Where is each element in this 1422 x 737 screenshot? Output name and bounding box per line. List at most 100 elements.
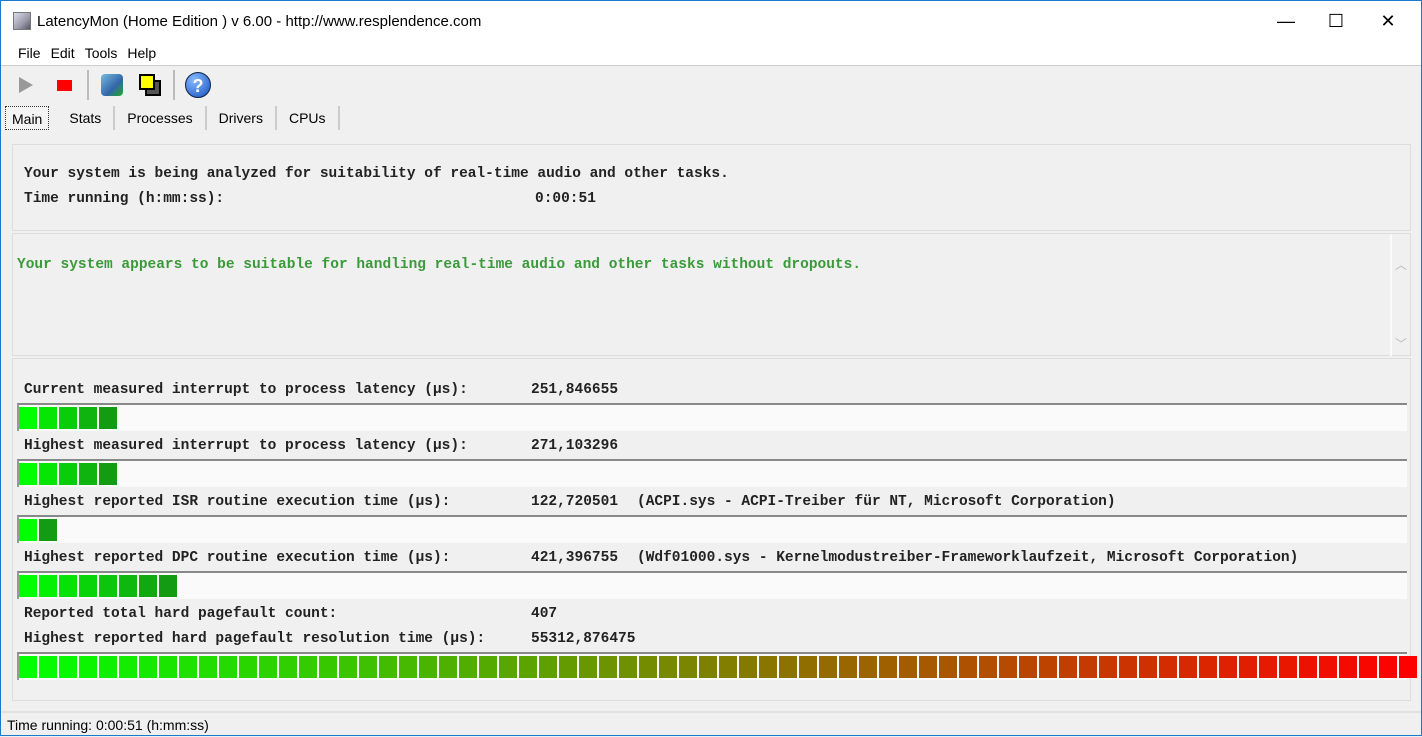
meter-segment	[1239, 656, 1257, 678]
meter-segment	[79, 575, 97, 597]
meter-segment	[1039, 656, 1057, 678]
meter-segment	[39, 463, 57, 485]
close-button[interactable]: ✕	[1380, 10, 1396, 31]
play-button[interactable]	[11, 70, 41, 100]
stop-icon	[56, 79, 72, 91]
help-button[interactable]: ?	[183, 70, 213, 100]
meter-segment	[159, 575, 177, 597]
toolbar-separator	[87, 70, 89, 100]
app-icon	[13, 12, 31, 30]
meter-segment	[1099, 656, 1117, 678]
meter-segment	[1299, 656, 1317, 678]
meter-segment	[779, 656, 797, 678]
meter-segment	[359, 656, 377, 678]
analyze-button[interactable]	[97, 70, 127, 100]
play-icon	[19, 77, 33, 93]
tab-cpus[interactable]: CPUs	[277, 106, 340, 130]
windows-button[interactable]	[135, 70, 165, 100]
meter-segment	[99, 656, 117, 678]
meter-segment	[819, 656, 837, 678]
meter-segment	[1399, 656, 1417, 678]
tab-drivers[interactable]: Drivers	[207, 106, 277, 130]
time-running-label: Time running (h:mm:ss):	[24, 191, 225, 207]
meter-segment	[339, 656, 357, 678]
windows-icon	[137, 72, 163, 98]
meter-segment	[799, 656, 817, 678]
meter-segment	[79, 463, 97, 485]
menu-file[interactable]: File	[18, 45, 41, 61]
conclusion-scrollbar[interactable]: ︿ ﹀	[1390, 234, 1410, 356]
meter-segment	[1019, 656, 1037, 678]
meter-segment	[1179, 656, 1197, 678]
meter-segment	[79, 407, 97, 429]
metric-label: Highest reported ISR routine execution t…	[24, 494, 451, 510]
meter-segment	[19, 575, 37, 597]
meter-segment	[119, 575, 137, 597]
meter-segment	[1359, 656, 1377, 678]
maximize-button[interactable]: ☐	[1327, 10, 1345, 31]
meter-segment	[59, 656, 77, 678]
meter-segment	[579, 656, 597, 678]
dpc-meter	[17, 571, 1407, 599]
meter-segment	[139, 575, 157, 597]
meter-segment	[479, 656, 497, 678]
meter-segment	[1119, 656, 1137, 678]
meter-segment	[899, 656, 917, 678]
minimize-button[interactable]: —	[1277, 10, 1295, 31]
meter-segment	[1339, 656, 1357, 678]
meter-segment	[1079, 656, 1097, 678]
conclusion-panel: Your system appears to be suitable for h…	[12, 233, 1411, 356]
scroll-down-icon[interactable]: ﹀	[1394, 337, 1407, 351]
meter-segment	[319, 656, 337, 678]
meter-segment	[139, 656, 157, 678]
meter-segment	[19, 463, 37, 485]
meter-segment	[759, 656, 777, 678]
meter-segment	[1219, 656, 1237, 678]
menu-bar: File Edit Tools Help	[1, 41, 1421, 66]
meter-segment	[559, 656, 577, 678]
meter-segment	[299, 656, 317, 678]
help-icon: ?	[185, 72, 211, 98]
metric-detail: (Wdf01000.sys - Kernelmodustreiber-Frame…	[637, 550, 1299, 566]
meter-segment	[119, 656, 137, 678]
meter-segment	[599, 656, 617, 678]
conclusion-text: Your system appears to be suitable for h…	[17, 257, 862, 273]
meter-segment	[99, 407, 117, 429]
meter-segment	[239, 656, 257, 678]
meter-segment	[919, 656, 937, 678]
stop-button[interactable]	[49, 70, 79, 100]
meter-segment	[99, 575, 117, 597]
meter-segment	[379, 656, 397, 678]
meter-segment	[279, 656, 297, 678]
menu-tools[interactable]: Tools	[84, 45, 118, 61]
meter-segment	[19, 519, 37, 541]
menu-help[interactable]: Help	[127, 45, 157, 61]
metrics-panel: Current measured interrupt to process la…	[12, 358, 1417, 701]
meter-segment	[979, 656, 997, 678]
meter-segment	[1059, 656, 1077, 678]
tab-main[interactable]: Main	[5, 106, 50, 130]
meter-segment	[59, 575, 77, 597]
tab-processes[interactable]: Processes	[115, 106, 207, 130]
meter-segment	[79, 656, 97, 678]
scroll-up-icon[interactable]: ︿	[1394, 258, 1407, 272]
menu-edit[interactable]: Edit	[50, 45, 75, 61]
meter-segment	[659, 656, 677, 678]
status-bar: Time running: 0:00:51 (h:mm:ss)	[1, 711, 1421, 737]
meter-segment	[459, 656, 477, 678]
meter-segment	[839, 656, 857, 678]
meter-segment	[1259, 656, 1277, 678]
meter-segment	[39, 519, 57, 541]
meter-segment	[719, 656, 737, 678]
meter-segment	[859, 656, 877, 678]
metric-value: 251,846655	[531, 382, 619, 398]
analysis-message: Your system is being analyzed for suitab…	[24, 166, 729, 182]
latency-meter-highest	[17, 459, 1407, 487]
tab-stats[interactable]: Stats	[57, 106, 116, 130]
meter-segment	[499, 656, 517, 678]
metric-value: 55312,876475	[531, 631, 636, 647]
meter-segment	[939, 656, 957, 678]
meter-segment	[439, 656, 457, 678]
meter-segment	[539, 656, 557, 678]
meter-segment	[1159, 656, 1177, 678]
